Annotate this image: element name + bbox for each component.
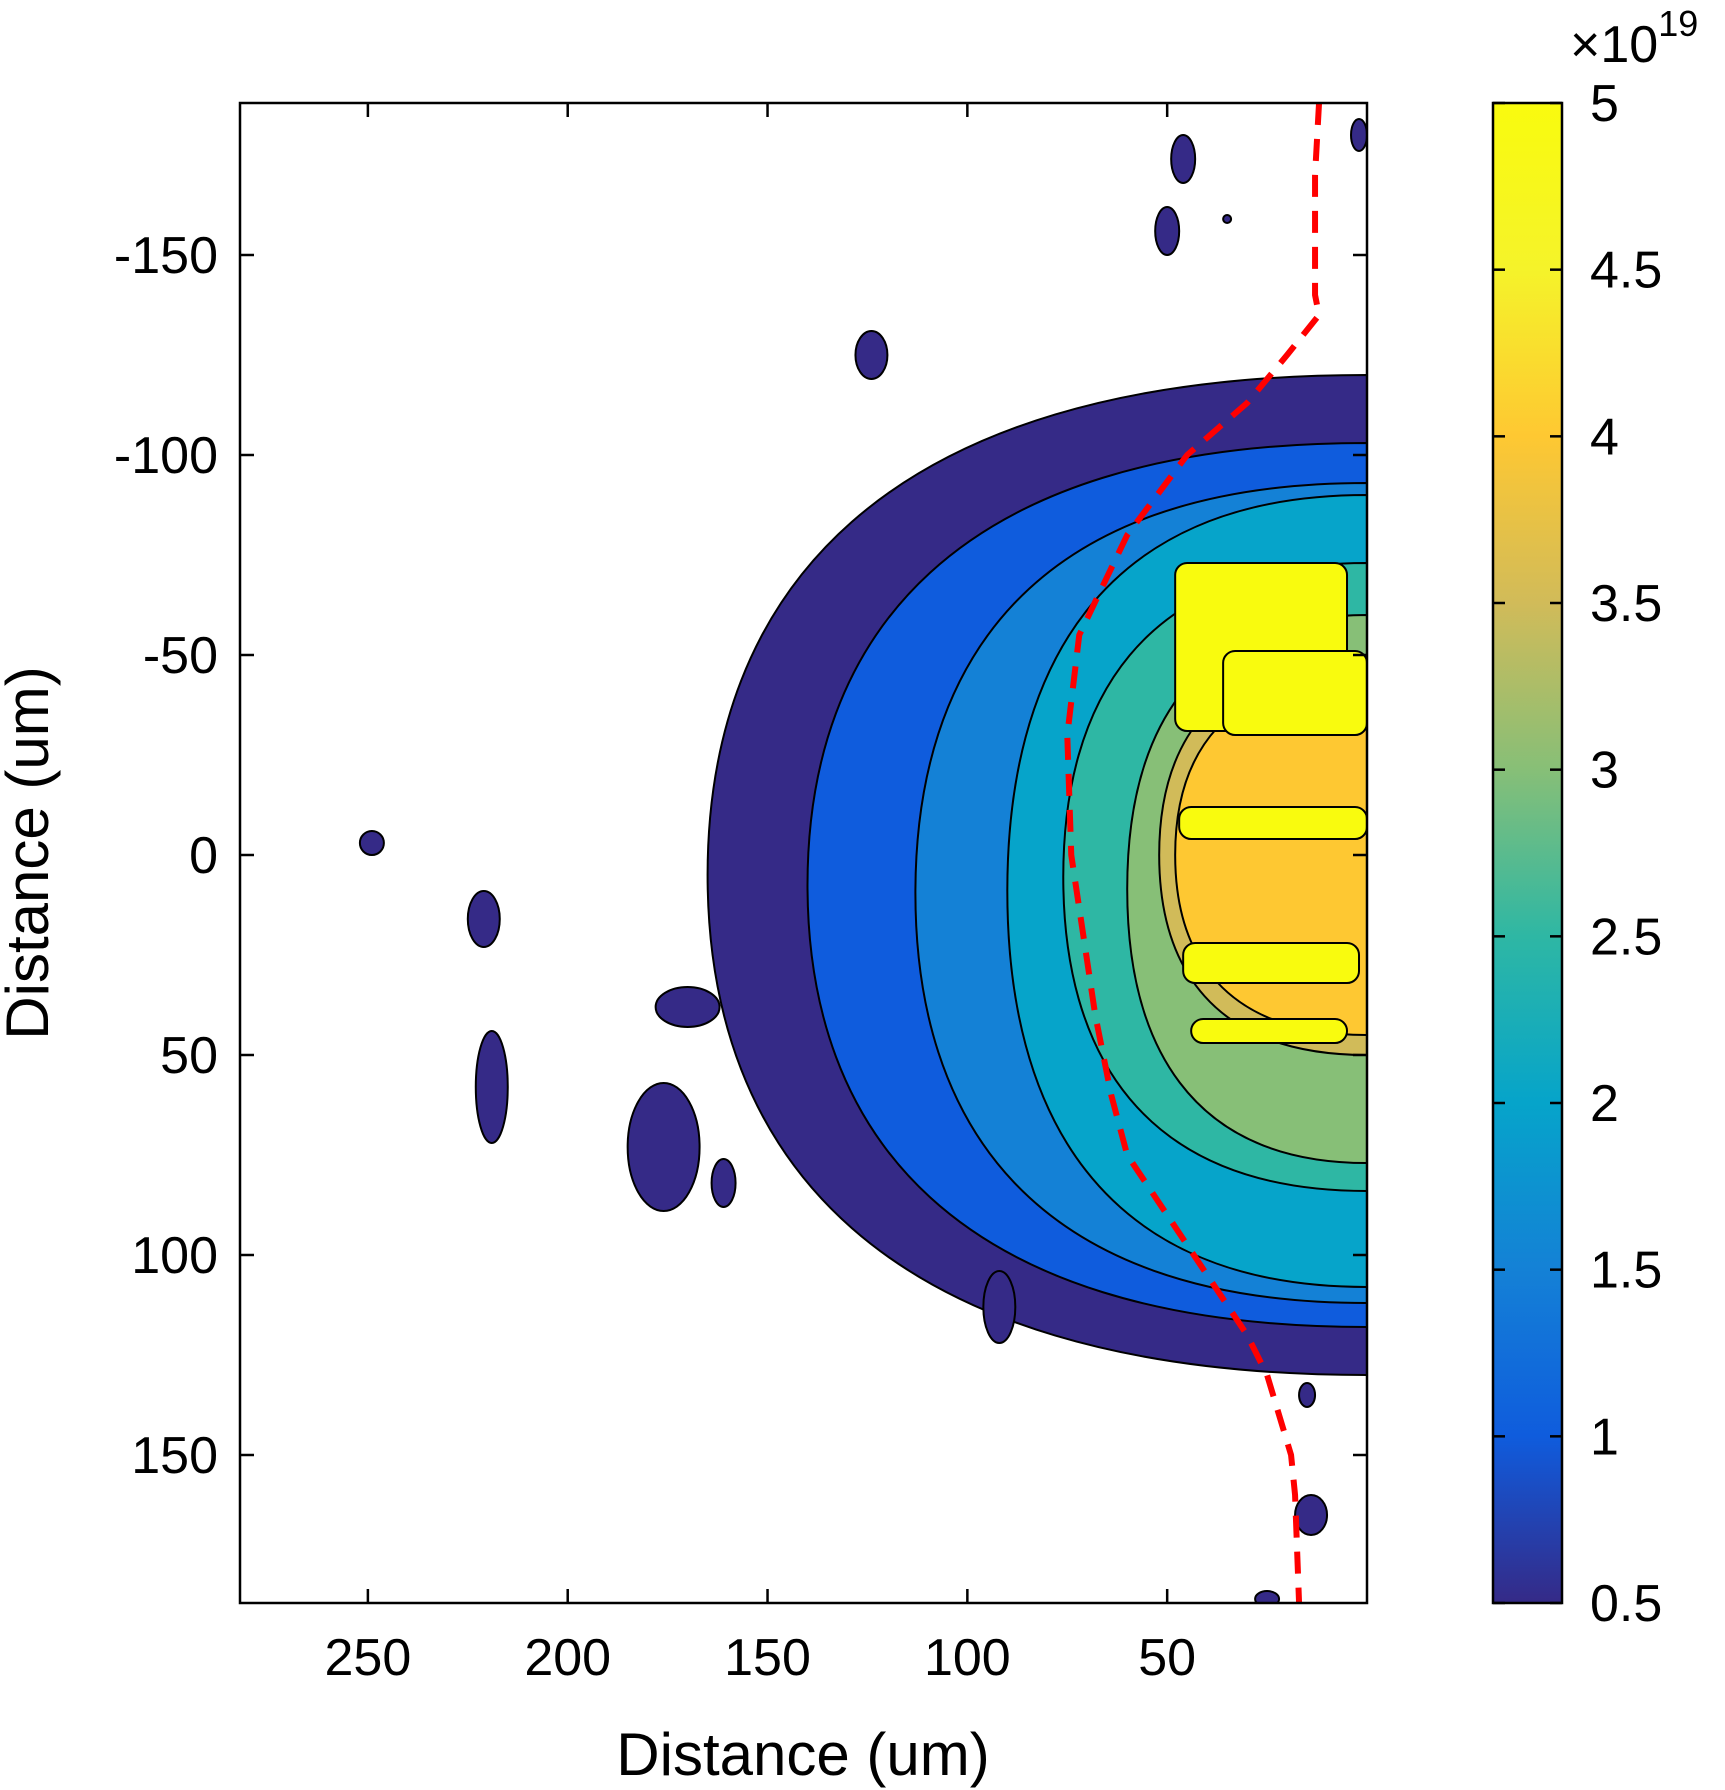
y-axis-label: Distance (um) [0, 666, 61, 1039]
x-tick-label-50: 50 [1138, 1629, 1196, 1687]
high-density-bar-4 [1182, 942, 1361, 984]
y-tick-label-100: 100 [131, 1227, 218, 1285]
y-tick-label--50: -50 [143, 627, 218, 685]
colorbar-fill [1491, 101, 1564, 1605]
contour-island-13 [1294, 1494, 1329, 1536]
colorbar-tick-label-3: 3 [1590, 742, 1619, 800]
boundary-dashed-line [1064, 103, 1323, 1603]
colorbar: 0.5 1 1.5 2 2.5 3 3.5 4 4.5 5 ×1019 [1491, 3, 1698, 1633]
colorbar-tick-label-2: 2 [1590, 1075, 1619, 1133]
y-tick-label-50: 50 [160, 1027, 218, 1085]
colorbar-tick-label-1.5: 1.5 [1590, 1242, 1662, 1300]
colorbar-tick-label-1: 1 [1590, 1408, 1619, 1466]
y-tick-label--150: -150 [114, 227, 218, 285]
x-tick-label-250: 250 [325, 1629, 412, 1687]
y-tick-label-150: 150 [131, 1427, 218, 1485]
contour-island-12 [1298, 1382, 1317, 1408]
x-tick-label-150: 150 [724, 1629, 811, 1687]
contour-island-7 [854, 330, 889, 380]
colorbar-tick-label-0.5: 0.5 [1590, 1575, 1662, 1633]
colorbar-multiplier-exponent: 19 [1658, 3, 1698, 44]
colorbar-tick-label-5: 5 [1590, 75, 1619, 133]
contour-island-10 [1154, 206, 1181, 256]
x-axis-label: Distance (um) [616, 1721, 989, 1788]
contour-island-3 [474, 1030, 509, 1144]
contour-island-8 [982, 1270, 1017, 1344]
colorbar-tick-label-2.5: 2.5 [1590, 908, 1662, 966]
contour-island-4 [626, 1082, 701, 1212]
y-tick-label-0: 0 [189, 827, 218, 885]
contour-island-6 [710, 1158, 737, 1208]
contour-island-15 [1350, 118, 1367, 152]
contour-island-11 [1222, 214, 1233, 224]
plot-frame [238, 101, 1369, 1605]
colorbar-tick-label-4: 4 [1590, 408, 1619, 466]
contour-island-1 [358, 830, 385, 856]
x-axis: 250 200 150 100 50 [325, 103, 1196, 1687]
y-tick-label--100: -100 [114, 427, 218, 485]
y-axis: -150 -100 -50 0 50 100 150 [114, 227, 1367, 1485]
colorbar-multiplier: ×1019 [1570, 3, 1698, 74]
high-density-bar-3 [1178, 806, 1367, 840]
colorbar-tick-label-3.5: 3.5 [1590, 575, 1662, 633]
contour-plot-area [358, 103, 1367, 1603]
x-tick-label-200: 200 [524, 1629, 611, 1687]
high-density-bar-2 [1222, 650, 1367, 736]
contour-island-14 [1254, 1590, 1281, 1603]
contour-island-5 [654, 986, 721, 1028]
contour-island-2 [466, 890, 501, 948]
high-density-bar-5 [1190, 1018, 1349, 1044]
x-tick-label-100: 100 [924, 1629, 1011, 1687]
contour-island-9 [1170, 134, 1197, 184]
colorbar-ticks: 0.5 1 1.5 2 2.5 3 3.5 4 4.5 5 [1493, 75, 1662, 1633]
colorbar-tick-label-4.5: 4.5 [1590, 242, 1662, 300]
